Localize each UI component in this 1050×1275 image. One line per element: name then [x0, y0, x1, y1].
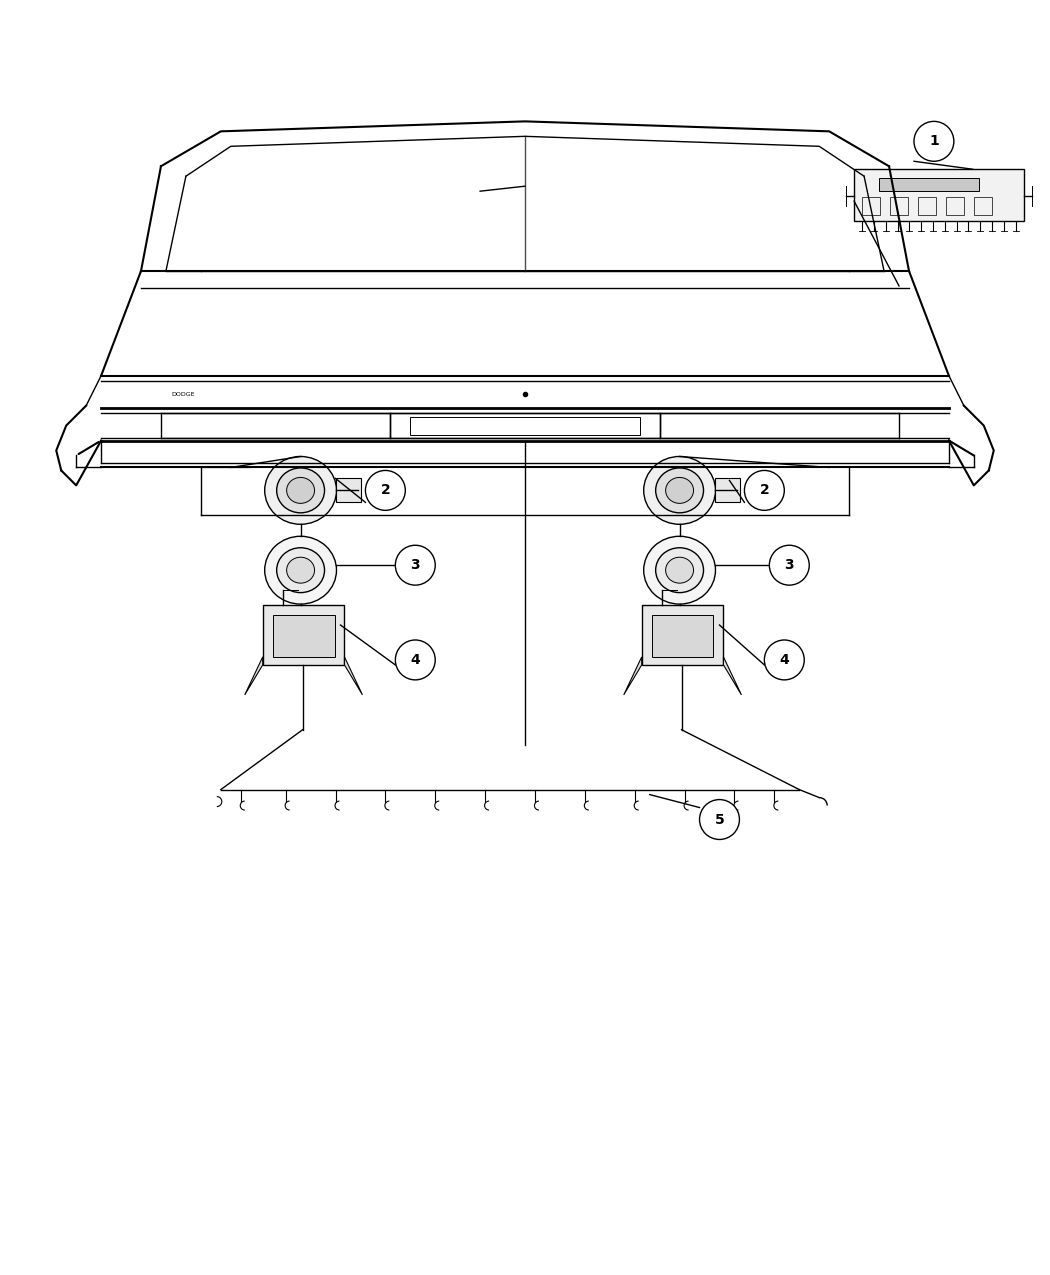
- Ellipse shape: [287, 557, 315, 583]
- Bar: [854, 170, 1024, 221]
- Circle shape: [699, 799, 739, 839]
- Text: 5: 5: [715, 812, 724, 826]
- Text: DODGE: DODGE: [171, 393, 194, 397]
- Ellipse shape: [666, 477, 694, 504]
- Polygon shape: [245, 657, 262, 695]
- FancyArrowPatch shape: [79, 442, 99, 454]
- Circle shape: [396, 546, 436, 585]
- Text: 4: 4: [779, 653, 790, 667]
- Text: 3: 3: [411, 558, 420, 572]
- Ellipse shape: [276, 548, 324, 593]
- Ellipse shape: [655, 548, 704, 593]
- Bar: [973, 198, 992, 215]
- FancyBboxPatch shape: [642, 606, 723, 666]
- Circle shape: [764, 640, 804, 680]
- Bar: [715, 478, 740, 502]
- Bar: [946, 198, 964, 215]
- Ellipse shape: [265, 456, 336, 524]
- Ellipse shape: [666, 557, 694, 583]
- Ellipse shape: [287, 477, 315, 504]
- Ellipse shape: [276, 468, 324, 513]
- Bar: [411, 417, 639, 435]
- Bar: [879, 179, 979, 191]
- Bar: [336, 478, 361, 502]
- Circle shape: [914, 121, 953, 161]
- Bar: [862, 198, 880, 215]
- Ellipse shape: [265, 537, 336, 604]
- Polygon shape: [344, 657, 362, 695]
- Circle shape: [365, 470, 405, 510]
- Bar: [391, 413, 659, 437]
- Ellipse shape: [644, 537, 715, 604]
- Polygon shape: [723, 657, 741, 695]
- Text: 2: 2: [759, 483, 770, 497]
- Polygon shape: [624, 657, 642, 695]
- FancyBboxPatch shape: [262, 606, 344, 666]
- FancyBboxPatch shape: [273, 615, 335, 657]
- Text: 3: 3: [784, 558, 794, 572]
- Text: 4: 4: [411, 653, 420, 667]
- Circle shape: [396, 640, 436, 680]
- Circle shape: [744, 470, 784, 510]
- Text: 2: 2: [380, 483, 391, 497]
- Circle shape: [770, 546, 810, 585]
- Ellipse shape: [655, 468, 704, 513]
- Bar: [918, 198, 936, 215]
- Text: 1: 1: [929, 134, 939, 148]
- FancyBboxPatch shape: [652, 615, 714, 657]
- Bar: [890, 198, 908, 215]
- Ellipse shape: [644, 456, 715, 524]
